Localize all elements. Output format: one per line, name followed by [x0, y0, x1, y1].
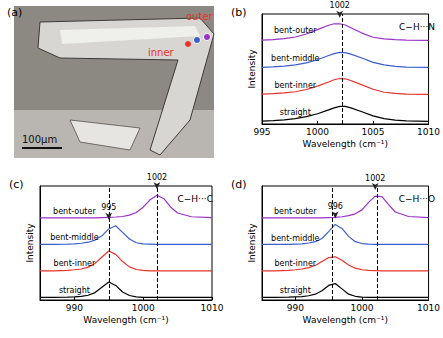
svg-text:C−H···O: C−H···O	[399, 194, 435, 204]
svg-text:straight: straight	[280, 286, 311, 295]
svg-text:1002: 1002	[330, 1, 350, 10]
svg-text:1010: 1010	[417, 303, 440, 313]
svg-text:inner: inner	[148, 47, 175, 58]
svg-text:995: 995	[101, 203, 116, 212]
svg-text:bent-outer: bent-outer	[274, 207, 317, 216]
svg-text:(b): (b)	[231, 6, 247, 19]
svg-text:Intensity: Intensity	[25, 223, 35, 263]
svg-text:straight: straight	[59, 286, 90, 295]
svg-text:(c): (c)	[9, 178, 24, 191]
svg-text:Intensity: Intensity	[247, 49, 257, 89]
svg-text:996: 996	[328, 202, 343, 211]
svg-text:bent-middle: bent-middle	[271, 54, 319, 63]
svg-text:990: 990	[287, 303, 304, 313]
svg-text:bent-inner: bent-inner	[274, 81, 316, 90]
svg-text:Intensity: Intensity	[247, 223, 257, 263]
svg-text:995: 995	[253, 127, 270, 137]
svg-text:bent-outer: bent-outer	[53, 207, 96, 216]
svg-text:1010: 1010	[417, 127, 440, 137]
svg-text:bent-inner: bent-inner	[274, 259, 316, 268]
svg-text:(a): (a)	[7, 6, 22, 19]
svg-text:Wavelength (cm⁻¹): Wavelength (cm⁻¹)	[303, 315, 388, 325]
svg-text:1000: 1000	[350, 303, 373, 313]
svg-text:C−H···C: C−H···C	[178, 194, 213, 204]
svg-text:straight: straight	[280, 108, 311, 117]
svg-text:(d): (d)	[231, 178, 247, 191]
svg-text:bent-outer: bent-outer	[274, 26, 317, 35]
svg-text:bent-middle: bent-middle	[50, 233, 98, 242]
svg-text:Wavelength (cm⁻¹): Wavelength (cm⁻¹)	[303, 139, 388, 149]
svg-text:1005: 1005	[362, 127, 385, 137]
svg-text:outer: outer	[186, 11, 214, 22]
svg-text:990: 990	[66, 303, 83, 313]
svg-text:100μm: 100μm	[22, 134, 57, 145]
svg-text:bent-inner: bent-inner	[54, 259, 96, 268]
svg-text:1000: 1000	[132, 303, 155, 313]
svg-text:1002: 1002	[365, 174, 385, 183]
svg-text:1000: 1000	[306, 127, 329, 137]
svg-text:Wavelength (cm⁻¹): Wavelength (cm⁻¹)	[83, 315, 168, 325]
svg-text:C−H···N: C−H···N	[399, 22, 435, 32]
svg-text:1010: 1010	[201, 303, 224, 313]
svg-text:1002: 1002	[147, 173, 167, 182]
svg-text:bent-middle: bent-middle	[271, 234, 319, 243]
